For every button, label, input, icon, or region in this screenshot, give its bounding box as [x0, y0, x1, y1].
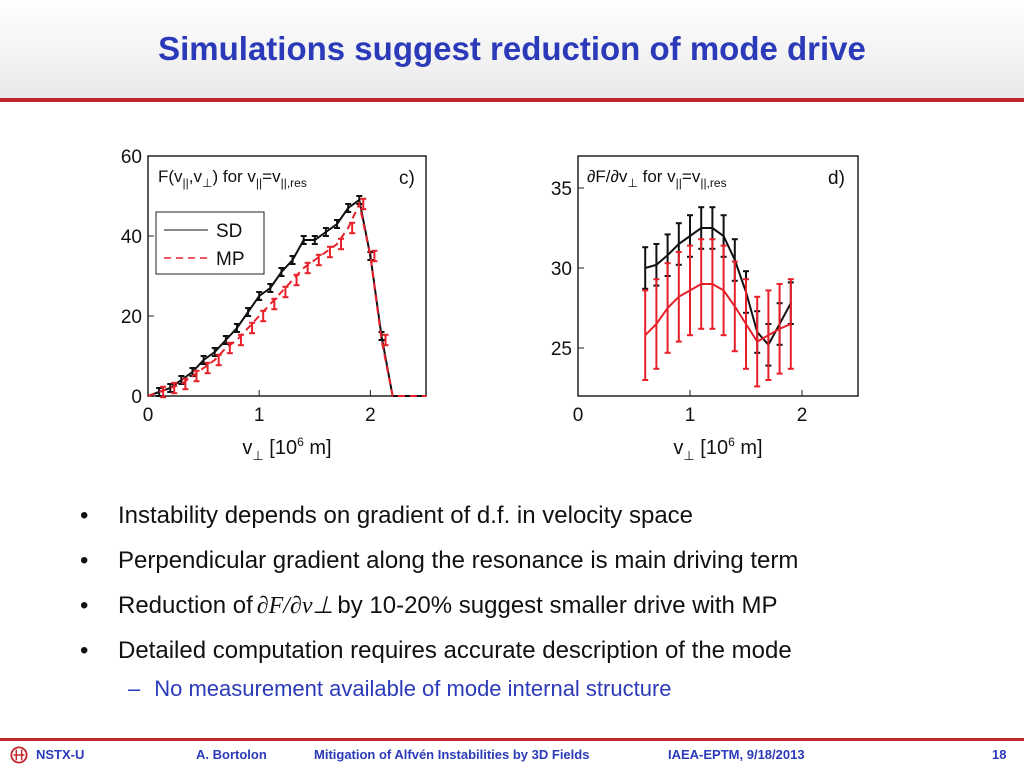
title-sub: ||: [183, 176, 189, 190]
bullet-mark: •: [80, 592, 89, 619]
x-axis-label-part: ⊥: [252, 448, 263, 463]
y-tick-label: 25: [551, 339, 572, 360]
plot-frame: [577, 155, 859, 397]
title-sub: ||,res: [281, 176, 307, 190]
title-part: ,v: [189, 167, 203, 186]
bullet-item: • Reduction of ∂F/∂v⊥ by 10-20% suggest sma…: [80, 586, 980, 631]
title-sub: ||: [256, 176, 262, 190]
bullet-text-post: by 10-20% suggest smaller drive with MP: [337, 592, 778, 619]
y-tick-label: 60: [121, 147, 142, 168]
x-axis-label-part: ⊥: [683, 448, 694, 463]
series-line-sd: [644, 227, 792, 347]
footer-page-number: 18: [992, 747, 1007, 762]
x-axis-label-part: [10: [695, 437, 728, 459]
math-expression: ∂F/∂v⊥: [256, 593, 334, 619]
x-tick-label: 2: [797, 405, 808, 426]
series-line-mp: [147, 200, 426, 397]
x-tick-label: 1: [254, 405, 265, 426]
slide-title: Simulations suggest reduction of mode dr…: [158, 30, 866, 67]
chart-panel-c: F(v||,v⊥) for v||=v||,res c) 0 1 20204060v…: [121, 147, 427, 463]
sub-bullet-mark: –: [128, 676, 141, 701]
title-part: F(v: [158, 167, 183, 186]
bullet-text: Detailed computation requires accurate d…: [118, 637, 792, 664]
bullet-mark: •: [80, 502, 89, 529]
x-axis-label-part: m]: [304, 437, 332, 459]
title-part: =v: [262, 167, 281, 186]
x-axis-label: v⊥ [106 m]: [673, 435, 762, 463]
title-sub: ||,res: [700, 176, 726, 190]
sub-bullet: – No measurement available of mode intern…: [128, 676, 672, 702]
x-axis-label-part: [10: [264, 437, 297, 459]
title-sub: ||: [676, 176, 682, 190]
bullet-mark: •: [80, 637, 89, 664]
footer-divider: [0, 738, 1024, 741]
panel-label: d): [828, 168, 845, 189]
bullet-item: • Perpendicular gradient along the resona…: [80, 541, 980, 586]
footer-author: A. Bortolon: [196, 747, 267, 762]
y-tick-label: 0: [131, 387, 142, 408]
bullet-text-pre: Reduction of: [118, 592, 253, 619]
y-tick-label: 30: [551, 259, 572, 280]
nstx-logo-icon: [10, 746, 28, 764]
x-axis-label: v⊥ [106 m]: [242, 435, 331, 463]
title-part: for v: [638, 167, 676, 186]
bullet-text: Instability depends on gradient of d.f. …: [118, 502, 694, 529]
legend-label: MP: [216, 249, 245, 270]
title-sub: ⊥: [627, 176, 637, 190]
bullet-text: Perpendicular gradient along the resonan…: [118, 547, 799, 574]
chart-title: F(v||,v⊥) for v||=v||,res: [158, 167, 307, 190]
title-sub: ⊥: [202, 176, 212, 190]
x-axis-label-part: m]: [735, 437, 763, 459]
bullet-list: • Instability depends on gradient of d.f.…: [80, 496, 980, 676]
y-tick-label: 35: [551, 179, 572, 200]
title-divider: [0, 98, 1024, 102]
y-tick-label: 20: [121, 307, 142, 328]
title-bar: [0, 0, 1024, 100]
footer-talk-title: Mitigation of Alfvén Instabilities by 3D…: [314, 747, 590, 762]
bullet-item: • Instability depends on gradient of d.f.…: [80, 496, 980, 541]
title-part: ∂F/∂v: [587, 167, 628, 186]
chart-title: ∂F/∂v⊥ for v||=v||,res: [587, 167, 727, 190]
x-axis-label-part: v: [673, 437, 683, 459]
x-axis-label-part: 6: [728, 435, 735, 449]
title-part: =v: [682, 167, 701, 186]
bullet-item: • Detailed computation requires accurate …: [80, 631, 980, 676]
x-axis-label-part: 6: [297, 435, 304, 449]
footer-meeting: IAEA-EPTM, 9/18/2013: [668, 747, 805, 762]
bullet-mark: •: [80, 547, 89, 574]
footer-lab: NSTX-U: [36, 747, 85, 762]
x-tick-label: 2: [365, 405, 376, 426]
panel-label: c): [399, 168, 415, 189]
series-line-mp: [644, 283, 792, 343]
y-tick-label: 40: [121, 227, 142, 248]
title-part: ) for v: [212, 167, 256, 186]
plot-frame: [147, 155, 427, 397]
x-axis-label-part: v: [242, 437, 252, 459]
x-tick-label: 0: [573, 405, 584, 426]
legend-box: [155, 211, 265, 275]
footer: NSTX-U A. Bortolon Mitigation of Alfvén …: [0, 741, 1024, 768]
x-tick-label: 1: [685, 405, 696, 426]
legend-label: SD: [216, 221, 242, 242]
x-tick-label: 0: [143, 405, 154, 426]
sub-bullet-text: No measurement available of mode interna…: [154, 676, 672, 701]
